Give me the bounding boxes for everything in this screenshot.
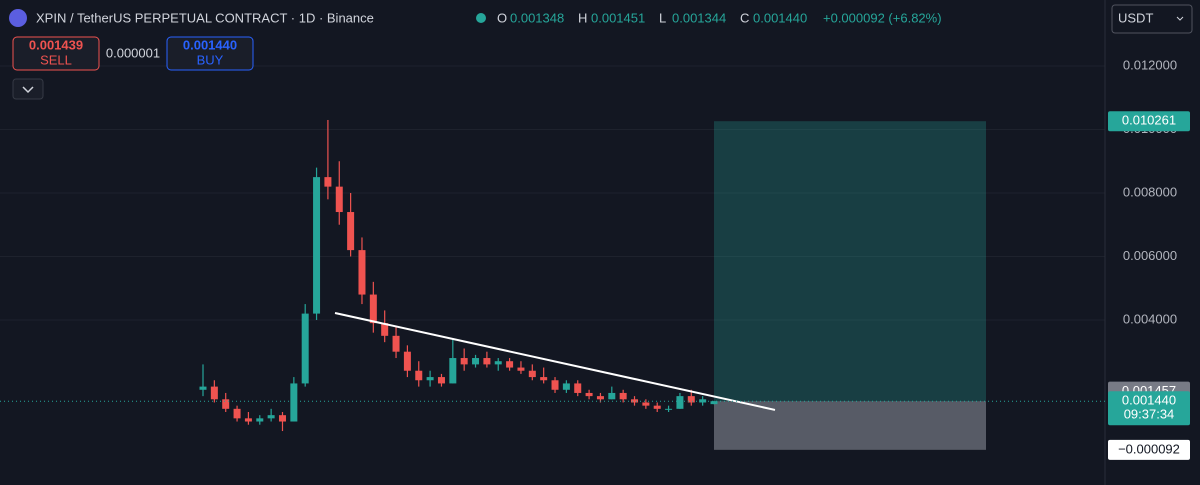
candle-body <box>653 405 661 409</box>
ohlc-value: 0.001348 <box>510 10 564 25</box>
ohlc-key: O <box>497 10 507 25</box>
candle-body <box>460 358 468 365</box>
candle-body <box>596 396 604 400</box>
candle-body <box>528 370 536 378</box>
buy-price: 0.001440 <box>183 37 237 52</box>
target-label: 0.010261 <box>1122 113 1176 128</box>
sell-price: 0.001439 <box>29 37 83 52</box>
candle-body <box>267 415 275 419</box>
ohlc-value: 0.001451 <box>591 10 645 25</box>
candle-body <box>506 361 514 368</box>
y-tick-label: 0.006000 <box>1123 248 1177 263</box>
sell-label: SELL <box>40 52 72 67</box>
buy-label: BUY <box>197 52 224 67</box>
candle-body <box>437 377 445 384</box>
candle-body <box>347 212 355 251</box>
candle-body <box>403 351 411 371</box>
candle-body <box>687 396 695 403</box>
candle-body <box>290 383 298 422</box>
sell-button[interactable] <box>12 36 100 71</box>
last-price-box <box>1108 391 1190 426</box>
candle-body <box>233 408 241 419</box>
symbol-title: XPIN / TetherUS PERPETUAL CONTRACT · 1D … <box>36 10 374 25</box>
candle-body <box>313 177 321 314</box>
plot <box>0 0 1106 485</box>
candle-body <box>449 358 457 384</box>
y-tick-label: 0.004000 <box>1123 311 1177 326</box>
ohlc: O 0.001348 H 0.001451 L 0.001344 C 0.001440 <box>497 10 807 25</box>
spread: 0.000001 <box>106 45 160 60</box>
candle-body <box>358 250 366 295</box>
candle-body <box>335 186 343 213</box>
stop-zone <box>714 401 986 450</box>
status-dot <box>476 13 486 23</box>
candle-body <box>472 358 480 365</box>
buy-button[interactable] <box>166 36 254 71</box>
ohlc-key: H <box>578 10 587 25</box>
candle-body <box>540 377 548 381</box>
candle-body <box>392 335 400 352</box>
candle-body <box>619 392 627 400</box>
change: +0.000092 (+6.82%) <box>823 10 942 25</box>
countdown: 09:37:34 <box>1124 407 1175 422</box>
collapse-button[interactable] <box>12 78 44 100</box>
candle-body <box>642 402 650 406</box>
candle-body <box>665 408 673 410</box>
currency-select: USDT <box>1111 4 1193 34</box>
candle-body <box>483 358 491 365</box>
stop-label-box <box>1108 439 1190 460</box>
candle-body <box>324 177 332 187</box>
y-tick-label: 0.012000 <box>1123 57 1177 72</box>
candle-body <box>199 386 207 390</box>
candle-body <box>562 383 570 390</box>
ohlc-value: 0.001344 <box>672 10 726 25</box>
candle-body <box>222 399 230 409</box>
header: XPIN / TetherUS PERPETUAL CONTRACT · 1D … <box>9 9 942 27</box>
candle-body <box>574 383 582 393</box>
candle-body <box>494 361 502 365</box>
candle-body <box>278 415 286 422</box>
candle-body <box>369 294 377 324</box>
trade-buttons: 0.001439 SELL 0.000001 0.001440 BUY <box>12 36 254 100</box>
profit-zone <box>714 121 986 402</box>
candle-body <box>210 386 218 400</box>
candle-body <box>426 377 434 381</box>
y-tick-label: 0.008000 <box>1123 184 1177 199</box>
logo <box>9 9 27 27</box>
chevron-icon <box>22 86 34 94</box>
candle-body <box>415 370 423 381</box>
candle-body <box>517 367 525 371</box>
candle-body <box>256 418 264 422</box>
ohlc-key: L <box>659 10 666 25</box>
currency: USDT <box>1118 10 1153 25</box>
candle-body <box>676 396 684 409</box>
last-price-label: 0.001440 <box>1122 393 1176 408</box>
candle-body <box>301 313 309 384</box>
stop-label: −0.000092 <box>1118 441 1180 456</box>
candle-body <box>585 392 593 397</box>
ohlc-value: 0.001440 <box>753 10 807 25</box>
currency-dropdown[interactable] <box>1111 4 1193 34</box>
candle-body <box>381 323 389 336</box>
ohlc-key: C <box>740 10 749 25</box>
candle-body <box>244 418 252 422</box>
candle-body <box>608 392 616 400</box>
trendline <box>334 311 776 411</box>
candle-body <box>631 399 639 403</box>
candle-body <box>710 401 718 405</box>
candle-body <box>551 380 559 390</box>
dropdown-icon <box>1176 16 1184 21</box>
candle-body <box>699 399 707 403</box>
target-label-box <box>1108 111 1190 132</box>
